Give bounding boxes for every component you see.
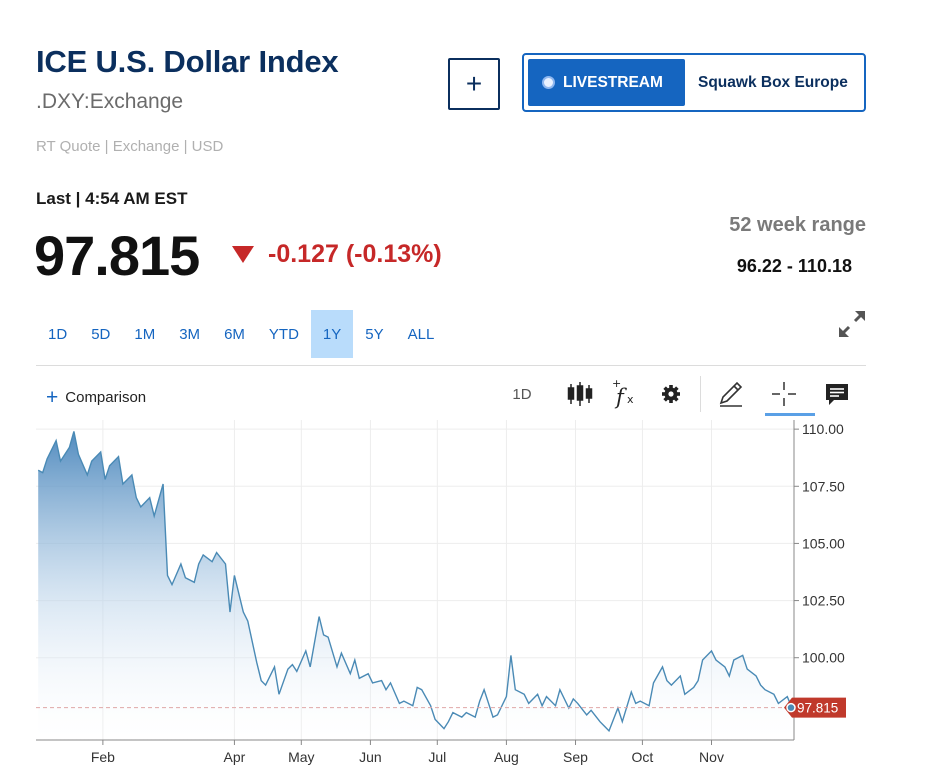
down-arrow-icon: [232, 246, 254, 263]
livestream-show-title[interactable]: Squawk Box Europe: [698, 74, 848, 91]
function-icon[interactable]: + f x: [612, 378, 638, 410]
x-tick-label: May: [288, 749, 314, 765]
price-change: -0.127 (-0.13%): [232, 240, 442, 269]
svg-text:f: f: [614, 385, 627, 409]
x-tick-label: Apr: [224, 749, 246, 765]
y-tick-label: 110.00: [802, 421, 844, 437]
crosshair-icon[interactable]: [770, 378, 798, 410]
y-tick-label: 107.50: [802, 478, 845, 494]
livestream-banner[interactable]: LIVESTREAM Squawk Box Europe: [522, 53, 866, 112]
tab-5y[interactable]: 5Y: [365, 325, 384, 343]
tab-ytd[interactable]: YTD: [268, 325, 299, 343]
price-area: [38, 431, 792, 740]
x-tick-label: Oct: [632, 749, 654, 765]
price-chart[interactable]: 110.00 107.50 105.00 102.50 100.00 Feb Apr May…: [36, 420, 866, 770]
x-tick-label: Jun: [359, 749, 382, 765]
tab-1m[interactable]: 1M: [134, 325, 156, 343]
plus-icon: +: [46, 386, 59, 409]
last-price-label: 97.815: [797, 701, 838, 716]
range-label: 52 week range: [729, 214, 866, 236]
range-value: 96.22 - 110.18: [736, 256, 852, 276]
tab-1y[interactable]: 1Y: [310, 310, 354, 358]
tab-1d[interactable]: 1D: [48, 325, 68, 343]
last-time-label: Last | 4:54 AM EST: [36, 189, 188, 208]
symbol-label: .DXY:Exchange: [36, 90, 184, 113]
crosshair-active-indicator: [765, 413, 815, 416]
tab-all[interactable]: ALL: [407, 325, 435, 343]
tab-3m[interactable]: 3M: [179, 325, 201, 343]
last-price: 97.815: [34, 224, 200, 287]
tab-5d[interactable]: 5D: [91, 325, 111, 343]
last-price-marker: [786, 702, 796, 713]
price-change-value: -0.127 (-0.13%): [268, 240, 442, 268]
livestream-tag[interactable]: LIVESTREAM: [528, 59, 685, 106]
add-to-watchlist-button[interactable]: +: [448, 58, 500, 110]
y-tick-label: 102.50: [802, 593, 845, 609]
x-tick-label: Aug: [494, 749, 519, 765]
x-tick-label: Jul: [428, 749, 446, 765]
last-price-tag: [784, 697, 846, 718]
comparison-label: Comparison: [65, 389, 147, 406]
toolbar-divider: [700, 376, 701, 412]
page-title: ICE U.S. Dollar Index: [36, 44, 339, 79]
gear-icon[interactable]: [660, 378, 682, 410]
y-tick-label: 105.00: [802, 535, 845, 551]
y-tick-label: 100.00: [802, 650, 845, 666]
comparison-button[interactable]: + Comparison: [46, 387, 146, 408]
x-tick-label: Nov: [699, 749, 724, 765]
live-dot-icon: [542, 76, 555, 89]
x-tick-label: Sep: [563, 749, 588, 765]
divider: [36, 365, 866, 366]
interval-selector[interactable]: 1D: [512, 385, 532, 403]
candlestick-icon[interactable]: [566, 378, 594, 410]
comment-icon[interactable]: [824, 378, 850, 410]
svg-text:+: +: [612, 378, 621, 390]
svg-text:x: x: [627, 393, 634, 406]
period-tabs: 1D 5D 1M 3M 6M YTD 1Y 5Y ALL: [36, 310, 446, 358]
tab-6m[interactable]: 6M: [224, 325, 245, 343]
livestream-label: LIVESTREAM: [563, 73, 663, 91]
price-line: [37, 431, 793, 733]
pencil-icon[interactable]: [718, 378, 744, 410]
expand-icon[interactable]: [836, 308, 868, 340]
x-tick-label: Feb: [91, 749, 115, 765]
quote-info: RT Quote | Exchange | USD: [36, 138, 224, 155]
